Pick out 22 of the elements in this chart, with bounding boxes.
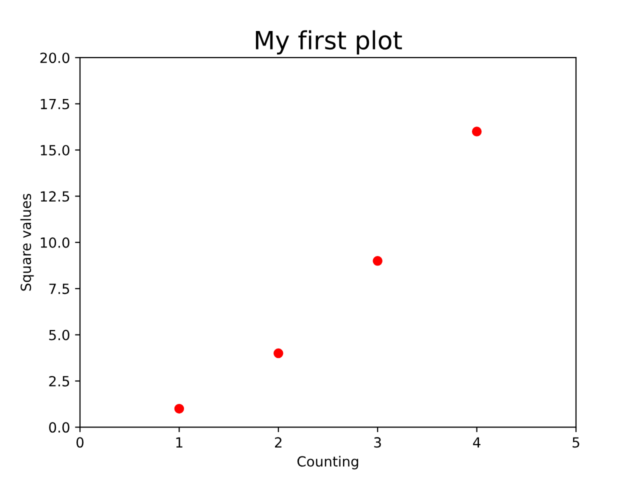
y-tick-label: 0.0 (49, 422, 70, 433)
x-tick-label: 5 (572, 437, 580, 448)
x-tick-label: 3 (374, 437, 381, 448)
x-tick-label: 0 (76, 437, 84, 448)
point (472, 126, 482, 136)
y-tick-label: 15.0 (40, 144, 70, 156)
x-tick-label: 4 (473, 437, 480, 448)
chart-title: My first plot (256, 30, 402, 54)
y-tick-label: 2.5 (49, 376, 70, 386)
point (274, 348, 284, 358)
y-tick-label: 17.5 (40, 98, 70, 110)
y-tick-label: 7.5 (49, 284, 70, 294)
x-tick-label: 1 (176, 437, 182, 448)
point (372, 256, 382, 266)
y-axis-title: Square values (20, 194, 34, 291)
y-tick-label: 12.5 (40, 191, 70, 202)
x-axis-title: Counting (297, 456, 358, 470)
y-tick-label: 20.0 (40, 52, 70, 64)
point (174, 404, 184, 414)
y-tick-label: 10.0 (40, 237, 70, 248)
x-tick-label: 2 (275, 437, 282, 448)
y-tick-label: 5.0 (49, 330, 70, 340)
